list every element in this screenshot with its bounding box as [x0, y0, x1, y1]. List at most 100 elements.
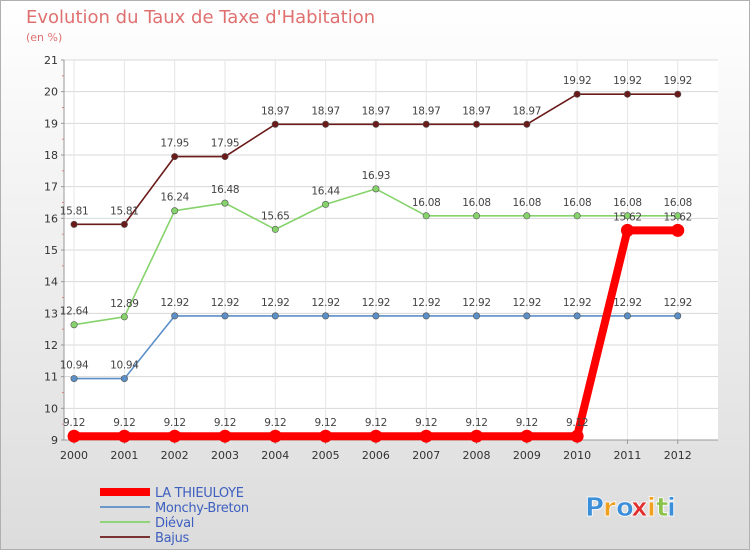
data-label: 10.94: [60, 360, 89, 372]
data-point: [473, 120, 481, 128]
data-point: [620, 223, 634, 237]
data-label: 16.08: [412, 197, 441, 209]
x-tick-label: 2002: [161, 449, 189, 462]
data-point: [271, 120, 279, 128]
x-tick-label: 2001: [110, 449, 138, 462]
data-label: 12.92: [311, 297, 340, 309]
legend-label: Diéval: [155, 516, 194, 531]
data-label: 15.81: [110, 205, 139, 217]
y-tick-label: 17: [44, 181, 58, 194]
data-point: [171, 207, 179, 215]
x-tick-label: 2010: [563, 449, 591, 462]
data-point: [168, 429, 182, 443]
data-point: [674, 312, 682, 320]
logo-letter: r: [603, 493, 616, 523]
x-tick-label: 2006: [362, 449, 390, 462]
series-2: 12.64 12.89 16.24 16.48 15.65 16.44 16.93 16.08…: [60, 170, 692, 329]
data-point: [322, 120, 330, 128]
data-label: 15.62: [613, 211, 642, 223]
data-point: [473, 312, 481, 320]
data-point: [671, 223, 685, 237]
series-0: 9.12 9.12 9.12 9.12 9.12 9.12 9.12 9.12 9.12 9.12…: [63, 211, 692, 443]
data-point: [372, 120, 380, 128]
data-label: 12.92: [663, 297, 692, 309]
data-label: 12.92: [160, 297, 189, 309]
data-point: [70, 321, 78, 329]
data-point: [171, 312, 179, 320]
data-label: 19.92: [563, 75, 592, 87]
y-tick-label: 9: [51, 434, 58, 447]
data-label: 16.08: [563, 197, 592, 209]
x-tick-label: 2000: [60, 449, 88, 462]
data-label: 18.97: [513, 105, 542, 117]
x-tick-label: 2008: [463, 449, 491, 462]
legend-label: LA THIEULOYE: [155, 486, 244, 501]
data-label: 12.89: [110, 298, 139, 310]
data-label: 12.64: [60, 306, 89, 318]
data-label: 17.95: [211, 138, 240, 150]
data-point: [67, 429, 81, 443]
data-point: [422, 212, 430, 220]
data-label: 17.95: [160, 138, 189, 150]
data-label: 19.92: [663, 75, 692, 87]
data-label: 19.92: [613, 75, 642, 87]
data-point: [120, 313, 128, 321]
data-label: 15.62: [663, 211, 692, 223]
y-tick-label: 19: [44, 117, 58, 130]
data-label: 16.44: [311, 185, 340, 197]
data-point: [520, 429, 534, 443]
data-point: [117, 429, 131, 443]
y-tick-label: 12: [44, 339, 58, 352]
data-point: [523, 120, 531, 128]
data-label: 18.97: [412, 105, 441, 117]
data-label: 9.12: [264, 417, 286, 429]
data-point: [221, 199, 229, 207]
y-tick-label: 21: [44, 54, 58, 67]
x-tick-label: 2012: [664, 449, 692, 462]
data-label: 16.24: [160, 192, 189, 204]
data-point: [372, 185, 380, 193]
logo-letter: i: [667, 493, 676, 523]
data-point: [319, 429, 333, 443]
data-point: [322, 312, 330, 320]
data-point: [419, 429, 433, 443]
data-label: 15.65: [261, 210, 290, 222]
y-tick-label: 20: [44, 86, 58, 99]
data-point: [120, 220, 128, 228]
data-label: 9.12: [516, 417, 538, 429]
data-point: [473, 212, 481, 220]
legend-label: Monchy-Breton: [155, 501, 249, 516]
data-label: 16.08: [613, 197, 642, 209]
data-point: [623, 312, 631, 320]
data-label: 18.97: [261, 105, 290, 117]
data-label: 9.12: [566, 417, 588, 429]
data-label: 9.12: [214, 417, 236, 429]
y-tick-label: 10: [44, 402, 58, 415]
data-label: 12.92: [211, 297, 240, 309]
data-label: 9.12: [164, 417, 186, 429]
data-label: 16.48: [211, 184, 240, 196]
series-3: 15.81 15.81 17.95 17.95 18.97 18.97 18.97 18.97…: [60, 75, 692, 228]
data-label: 9.12: [113, 417, 135, 429]
legend-label: Bajus: [155, 531, 190, 546]
data-label: 10.94: [110, 360, 139, 372]
y-tick-label: 18: [44, 149, 58, 162]
data-label: 16.93: [362, 170, 391, 182]
x-tick-label: 2009: [513, 449, 541, 462]
proxiti-logo: Pr ox i ti: [585, 493, 677, 524]
data-point: [171, 153, 179, 161]
x-tick-label: 2007: [412, 449, 440, 462]
data-point: [322, 200, 330, 208]
y-tick-label: 14: [44, 276, 58, 289]
data-point: [120, 375, 128, 383]
logo-letter: P: [585, 493, 604, 523]
x-tick-label: 2011: [613, 449, 641, 462]
y-tick-label: 16: [44, 212, 58, 225]
data-point: [70, 375, 78, 383]
data-label: 12.92: [613, 297, 642, 309]
data-point: [523, 212, 531, 220]
logo-letter: o: [616, 493, 634, 523]
data-label: 16.08: [462, 197, 491, 209]
data-point: [271, 225, 279, 233]
